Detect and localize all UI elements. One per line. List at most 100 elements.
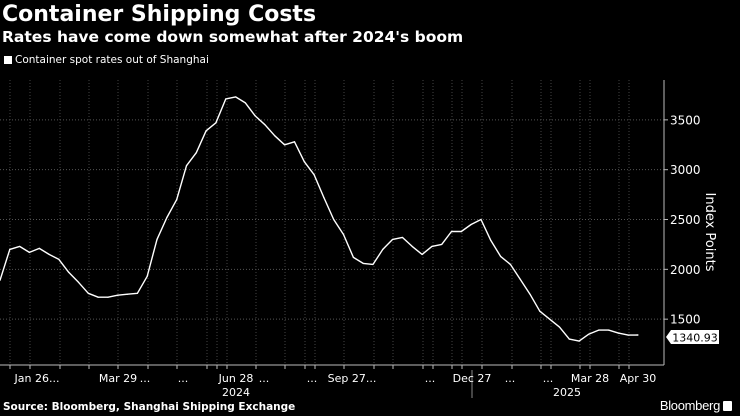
data-point bbox=[450, 230, 453, 233]
data-point bbox=[284, 144, 286, 146]
data-point bbox=[264, 124, 266, 126]
data-point bbox=[490, 239, 492, 242]
data-point bbox=[58, 258, 60, 260]
data-point bbox=[539, 310, 541, 312]
bloomberg-chart-icon bbox=[723, 401, 732, 411]
x-tick-label: ... bbox=[178, 372, 189, 385]
data-point bbox=[127, 293, 129, 295]
last-value-label: 1340.93 bbox=[672, 332, 718, 345]
grid bbox=[0, 80, 664, 365]
x-tick-label: ... bbox=[425, 372, 436, 385]
x-tick-label: ... bbox=[505, 372, 516, 385]
data-point bbox=[392, 238, 394, 241]
bloomberg-logo: Bloomberg bbox=[659, 398, 720, 413]
data-point bbox=[19, 245, 21, 248]
data-point bbox=[9, 248, 11, 251]
data-point bbox=[225, 98, 227, 100]
x-tick-label: Jan 26... bbox=[14, 372, 60, 385]
chart-title: Container Shipping Costs bbox=[2, 2, 317, 27]
data-point bbox=[401, 236, 404, 239]
data-point bbox=[28, 251, 31, 253]
data-point bbox=[293, 141, 296, 143]
data-point bbox=[519, 278, 521, 280]
x-tick-label: ... bbox=[543, 372, 554, 385]
data-point bbox=[77, 281, 80, 283]
x-tick-label: ... bbox=[307, 372, 318, 385]
data-point bbox=[195, 152, 197, 154]
x-tick-label: ... bbox=[259, 372, 270, 385]
data-point bbox=[352, 256, 354, 258]
data-point bbox=[617, 332, 619, 334]
data-point bbox=[431, 245, 433, 248]
data-point bbox=[215, 122, 217, 124]
data-point bbox=[234, 96, 237, 98]
data-point bbox=[421, 253, 423, 255]
x-tick-label: Dec 27 bbox=[453, 372, 492, 385]
data-point bbox=[117, 294, 119, 296]
y-axis-label: Index Points bbox=[702, 193, 717, 272]
x-ticks: Jan 26... Mar 29...... Jun 28...... Sep 27.… bbox=[9, 365, 657, 385]
chart-subtitle: Rates have come down somewhat after 2024… bbox=[2, 28, 464, 46]
year-label-2025: 2025 bbox=[553, 386, 581, 399]
y-tick-label: 3500 bbox=[670, 113, 701, 127]
data-point bbox=[333, 218, 335, 221]
data-point bbox=[176, 198, 178, 201]
series-line bbox=[0, 96, 639, 342]
data-points bbox=[0, 96, 639, 342]
data-point bbox=[607, 329, 610, 331]
data-point bbox=[372, 263, 374, 265]
data-point bbox=[470, 223, 472, 226]
data-point bbox=[185, 165, 188, 167]
data-point bbox=[460, 230, 462, 233]
y-tick-label: 2000 bbox=[670, 263, 701, 277]
data-point bbox=[274, 135, 276, 137]
data-point bbox=[342, 233, 345, 236]
data-point bbox=[499, 255, 502, 257]
x-tick-label: Mar 29 bbox=[99, 372, 137, 385]
data-point bbox=[87, 292, 89, 294]
data-point bbox=[558, 326, 561, 328]
data-point bbox=[362, 262, 364, 264]
data-point bbox=[97, 296, 99, 298]
data-point bbox=[244, 102, 246, 104]
data-point bbox=[549, 318, 551, 320]
data-point bbox=[441, 243, 443, 246]
data-point bbox=[205, 130, 207, 132]
legend: Container spot rates out of Shanghai bbox=[4, 54, 209, 66]
axes bbox=[0, 80, 665, 398]
data-point bbox=[411, 245, 413, 248]
source-note: Source: Bloomberg, Shanghai Shipping Exc… bbox=[3, 401, 296, 413]
last-value-tag: 1340.93 bbox=[666, 330, 719, 345]
y-tick-label: 1500 bbox=[670, 313, 701, 327]
data-point bbox=[146, 275, 148, 277]
data-point bbox=[48, 253, 50, 255]
y-tick-label: 3000 bbox=[670, 163, 701, 177]
legend-swatch bbox=[4, 56, 12, 64]
data-point bbox=[68, 271, 70, 273]
data-point bbox=[627, 334, 629, 336]
x-tick-label: Jun 28 bbox=[218, 372, 254, 385]
y-ticks: 1500 2000 2500 3000 3500 bbox=[664, 113, 701, 327]
data-point bbox=[0, 279, 1, 281]
year-label-2024: 2024 bbox=[222, 386, 250, 399]
data-point bbox=[509, 263, 511, 265]
data-point bbox=[588, 333, 590, 335]
data-point bbox=[254, 115, 256, 117]
data-point bbox=[568, 338, 570, 340]
x-tick-label: Apr 30 bbox=[620, 372, 657, 385]
x-tick-label: Sep 27... bbox=[328, 372, 377, 385]
data-point bbox=[480, 218, 482, 221]
data-point bbox=[156, 238, 158, 241]
data-point bbox=[107, 296, 109, 298]
data-point bbox=[166, 216, 168, 219]
x-tick-label: Mar 28 bbox=[571, 372, 609, 385]
x-tick-label: ... bbox=[140, 372, 151, 385]
data-point bbox=[382, 248, 384, 251]
data-point bbox=[313, 174, 315, 176]
data-point bbox=[303, 161, 305, 163]
data-point bbox=[38, 247, 40, 250]
data-point bbox=[598, 329, 600, 331]
legend-label: Container spot rates out of Shanghai bbox=[15, 54, 209, 66]
data-point bbox=[637, 334, 639, 336]
